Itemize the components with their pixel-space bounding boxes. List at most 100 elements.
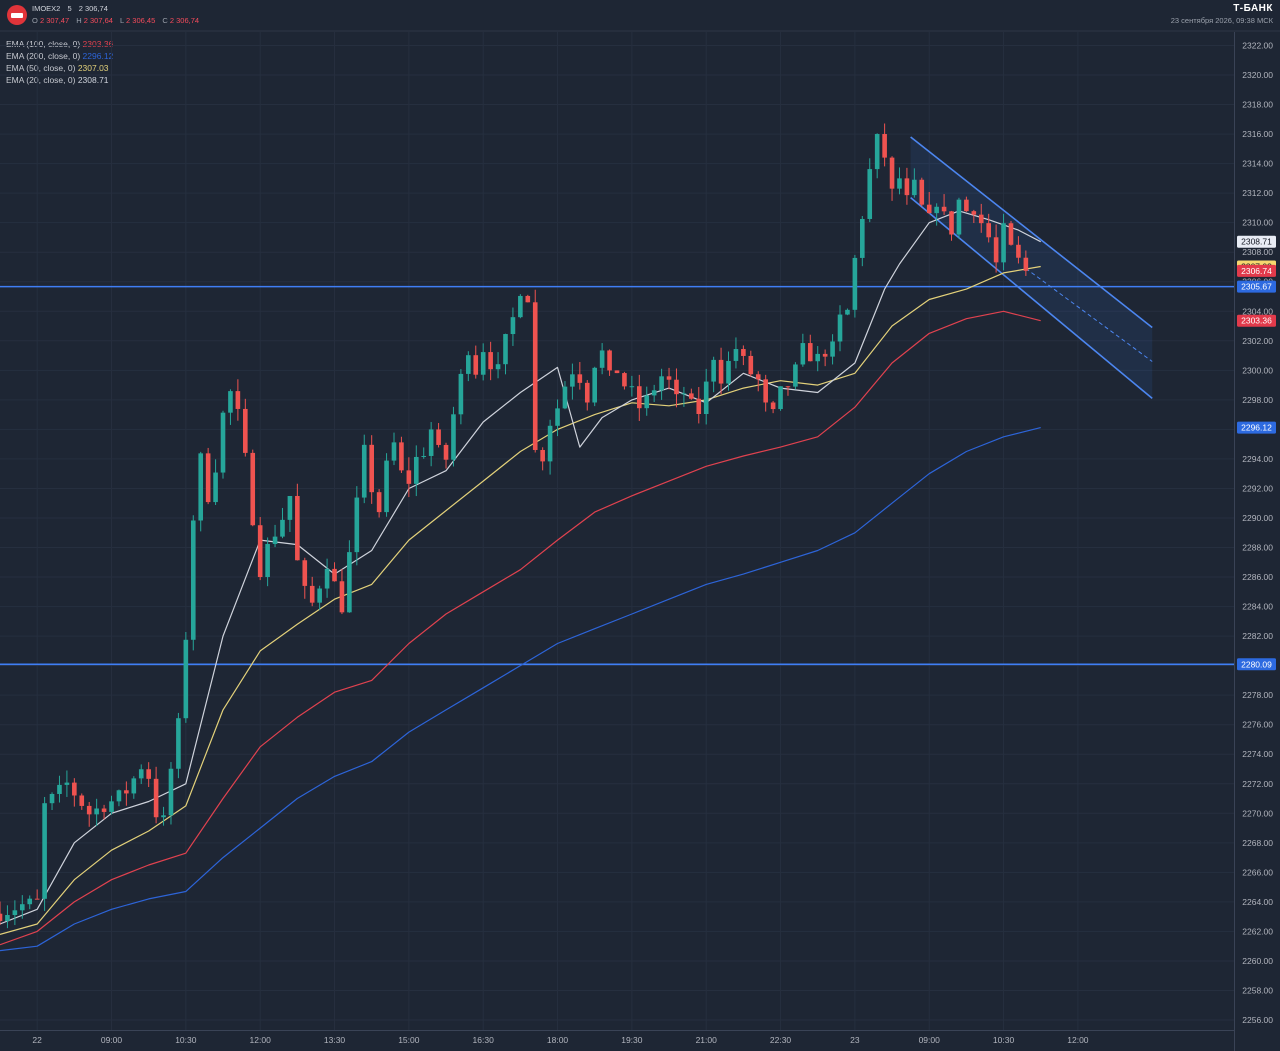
candle-body[interactable] [86, 805, 92, 815]
candle-body[interactable] [1016, 244, 1021, 258]
candle-body[interactable] [376, 492, 382, 513]
candle-body[interactable] [741, 349, 746, 356]
candle-body[interactable] [124, 790, 129, 794]
candle-body[interactable] [912, 179, 917, 196]
candle-body[interactable] [726, 360, 731, 384]
candle-body[interactable] [860, 218, 865, 258]
candle-body[interactable] [518, 295, 523, 318]
candle-body[interactable] [72, 782, 77, 796]
candle-body[interactable] [919, 179, 925, 205]
candle-body[interactable] [607, 350, 612, 371]
candle-body[interactable] [451, 414, 456, 460]
candle-body[interactable] [1001, 223, 1006, 263]
candle-body[interactable] [778, 386, 783, 410]
candle-body[interactable] [109, 801, 114, 812]
candle-body[interactable] [733, 349, 739, 361]
candle-body[interactable] [153, 778, 159, 818]
candle-body[interactable] [674, 379, 679, 395]
candle-body[interactable] [770, 402, 776, 410]
candlesticks[interactable] [0, 123, 1029, 929]
candle-body[interactable] [592, 367, 598, 403]
ema-line[interactable] [0, 427, 1041, 952]
ema-legend-row[interactable]: EMA (20, close, 0) 2308.71 [6, 74, 113, 86]
candle-body[interactable] [904, 178, 910, 196]
candle-body[interactable] [822, 353, 828, 357]
candle-body[interactable] [503, 334, 508, 365]
channel-upper-line[interactable] [910, 136, 1153, 329]
candle-body[interactable] [1008, 223, 1014, 245]
candle-body[interactable] [964, 199, 969, 212]
candle-body[interactable] [272, 536, 278, 544]
symbol-name[interactable]: IMOEX2 [32, 4, 61, 13]
candle-body[interactable] [421, 455, 427, 457]
candle-body[interactable] [495, 364, 501, 370]
candle-body[interactable] [711, 359, 716, 382]
candle-body[interactable] [57, 784, 62, 794]
candle-body[interactable] [458, 373, 464, 415]
candle-body[interactable] [622, 373, 627, 387]
candle-body[interactable] [146, 769, 151, 779]
candle-body[interactable] [354, 497, 360, 553]
candle-body[interactable] [101, 808, 107, 812]
candle-body[interactable] [748, 355, 754, 375]
candle-body[interactable] [666, 376, 672, 380]
candle-body[interactable] [800, 343, 806, 365]
candle-body[interactable] [228, 391, 233, 413]
candle-body[interactable] [250, 452, 256, 526]
candle-body[interactable] [347, 552, 352, 613]
candle-body[interactable] [42, 803, 47, 899]
candle-body[interactable] [718, 359, 724, 384]
candle-body[interactable] [243, 408, 248, 453]
candle-body[interactable] [12, 910, 18, 916]
candle-body[interactable] [525, 295, 531, 303]
candle-body[interactable] [384, 460, 389, 513]
candle-body[interactable] [807, 343, 813, 362]
candle-body[interactable] [34, 898, 40, 900]
candle-body[interactable] [317, 588, 322, 603]
candle-body[interactable] [755, 374, 761, 380]
candle-body[interactable] [64, 782, 70, 785]
candle-body[interactable] [324, 568, 330, 589]
ema-line[interactable] [0, 210, 1041, 925]
candle-body[interactable] [547, 425, 553, 462]
ema-line[interactable] [0, 265, 1041, 935]
candle-body[interactable] [443, 444, 449, 460]
candle-body[interactable] [428, 429, 434, 456]
candle-body[interactable] [466, 355, 471, 374]
candle-body[interactable] [837, 314, 843, 342]
candle-body[interactable] [897, 178, 902, 189]
candle-body[interactable] [287, 495, 293, 520]
candle-body[interactable] [399, 442, 404, 471]
candle-body[interactable] [510, 317, 516, 335]
candle-body[interactable] [302, 560, 308, 586]
candle-body[interactable] [793, 364, 798, 387]
candle-body[interactable] [629, 386, 635, 388]
price-axis[interactable]: 2322.00 2320.00 2318.00 2316.00 2314.00 2312.… [1242, 41, 1273, 1026]
candle-body[interactable] [889, 157, 895, 189]
candle-body[interactable] [815, 353, 821, 362]
candle-body[interactable] [168, 768, 174, 816]
candle-body[interactable] [131, 778, 137, 794]
candle-body[interactable] [978, 214, 984, 224]
candle-body[interactable] [5, 915, 10, 922]
ema-legend-row[interactable]: EMA (50, close, 0) 2307.03 [6, 62, 113, 74]
candle-body[interactable] [703, 381, 709, 414]
candle-body[interactable] [280, 519, 285, 537]
candle-body[interactable] [555, 408, 560, 426]
candle-body[interactable] [235, 391, 241, 409]
ema-legend-row[interactable]: EMA (200, close, 0) 2296.12 [6, 50, 113, 62]
candle-body[interactable] [681, 393, 687, 395]
candle-body[interactable] [190, 520, 196, 640]
candle-body[interactable] [213, 472, 218, 503]
candle-body[interactable] [584, 382, 590, 403]
candle-body[interactable] [540, 449, 545, 462]
candle-body[interactable] [220, 412, 226, 473]
candle-body[interactable] [614, 370, 620, 374]
candle-body[interactable] [971, 211, 977, 215]
candle-body[interactable] [116, 790, 122, 802]
candle-body[interactable] [659, 376, 664, 391]
candle-body[interactable] [874, 134, 880, 170]
candle-body[interactable] [198, 453, 204, 521]
candle-body[interactable] [391, 442, 397, 461]
